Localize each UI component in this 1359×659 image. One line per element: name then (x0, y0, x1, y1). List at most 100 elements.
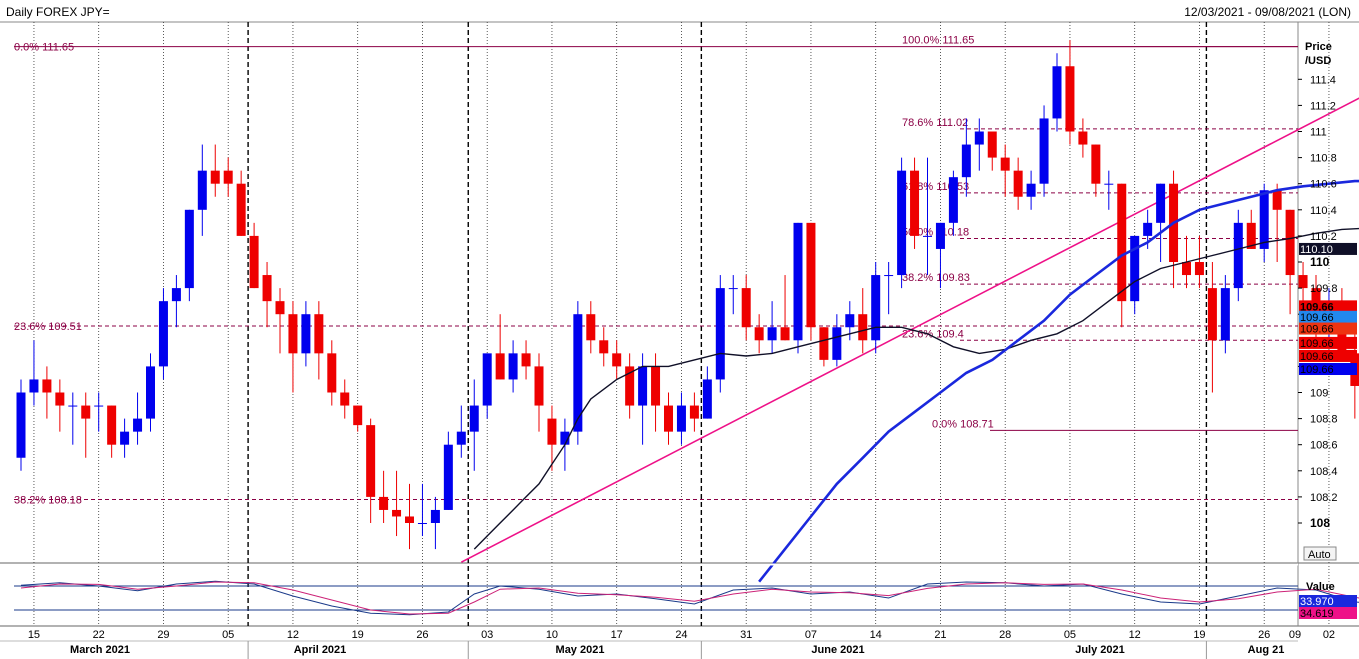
price-tick-label: 110.2 (1310, 231, 1337, 243)
candle-body (586, 314, 596, 341)
candle-body (171, 288, 181, 302)
fib-right-label: 0.0% 108.71 (932, 418, 994, 430)
candle-body (560, 431, 570, 445)
sma-short-line (473, 227, 1359, 550)
date-range: 12/03/2021 - 09/08/2021 (LON) (1184, 5, 1351, 19)
price-tick-label: 108.8 (1310, 414, 1338, 426)
candle-body (456, 431, 466, 445)
price-tick-label: 108 (1310, 516, 1330, 530)
x-tick-label: 31 (740, 629, 752, 641)
candle-body (469, 405, 479, 432)
price-tag-label: 109.66 (1300, 364, 1334, 376)
x-tick-label: 05 (1064, 629, 1076, 641)
candle-body (1065, 66, 1075, 132)
x-month-label: Aug 21 (1248, 644, 1285, 656)
candle-body (107, 405, 117, 445)
candle-body (1130, 235, 1140, 302)
candle-body (392, 509, 402, 517)
chart-title: Daily FOREX JPY= (6, 5, 110, 19)
osc-axis-title: Value (1306, 581, 1335, 593)
candle-body (249, 235, 259, 289)
candle-body (897, 170, 907, 276)
candle-body (1026, 183, 1036, 197)
candle-body (1182, 262, 1191, 276)
x-tick-label: 10 (546, 629, 558, 641)
auto-button-label: Auto (1308, 549, 1331, 561)
panel-gap (0, 563, 1298, 566)
price-tick-label: 110.4 (1310, 205, 1337, 217)
x-tick-label: 19 (352, 629, 364, 641)
candle-body (353, 405, 363, 426)
price-tag (1299, 322, 1357, 335)
candle-body (1233, 222, 1243, 289)
candle-body (987, 131, 997, 158)
price-tick-label: 110.8 (1310, 153, 1337, 165)
candle-body (935, 222, 945, 249)
candle-body (961, 144, 971, 178)
x-tick-label: 12 (287, 629, 299, 641)
price-axis-title: Price (1305, 41, 1332, 53)
candle-body (430, 509, 440, 523)
candle-body (625, 366, 635, 406)
candle-body (1143, 222, 1153, 236)
candle-body (676, 405, 686, 432)
candle-body (664, 405, 673, 432)
sma-long-line (758, 179, 1359, 583)
candle-body (534, 366, 544, 406)
price-tick-label: 108.6 (1310, 440, 1338, 452)
candle-body (715, 288, 725, 380)
x-tick-label: 28 (999, 629, 1011, 641)
candle-body (1246, 222, 1256, 249)
candle-body (1039, 118, 1049, 184)
candle-body (638, 366, 648, 406)
candle-body (1117, 183, 1127, 302)
candle-body (379, 496, 389, 510)
candle-body (482, 353, 492, 406)
candle-body (340, 392, 350, 406)
x-tick-label: 26 (416, 629, 428, 641)
osc-series-line (20, 581, 1359, 615)
price-axis-title: /USD (1305, 55, 1331, 67)
candle-body (301, 314, 311, 354)
x-tick-label: 26 (1258, 629, 1270, 641)
x-tick-label: 09 (1289, 629, 1301, 641)
candle-body (42, 379, 52, 393)
osc-tag-label: 33.970 (1300, 596, 1334, 608)
x-tick-label: 21 (934, 629, 946, 641)
candle-body (1000, 157, 1010, 171)
candle-body (910, 170, 920, 236)
x-tick-label: 24 (675, 629, 687, 641)
candle-body (184, 209, 194, 289)
candle-body (754, 327, 764, 341)
candle-body (832, 327, 842, 360)
candle-body (210, 170, 220, 184)
candle-body (146, 366, 155, 419)
candle-body (1207, 288, 1217, 341)
candle-body (858, 314, 868, 341)
candle-body (741, 288, 751, 328)
price-tag-label: 109.66 (1300, 312, 1334, 324)
candle-body (1104, 183, 1114, 185)
candle-body (974, 131, 984, 145)
x-tick-label: 19 (1193, 629, 1205, 641)
price-tag (1299, 349, 1357, 362)
candle-body (728, 288, 738, 290)
auto-button[interactable] (1303, 546, 1337, 561)
x-month-label: May 2021 (556, 644, 605, 656)
candle-body (612, 353, 622, 367)
candle-body (327, 353, 337, 393)
candle-body (158, 301, 168, 367)
price-tick-label: 110 (1310, 255, 1330, 269)
price-tick-label: 111.2 (1310, 100, 1336, 112)
candle-body (417, 523, 427, 524)
fib-left-label: 38.2% 108.18 (14, 495, 82, 507)
candle-body (314, 314, 324, 354)
candle-body (29, 379, 39, 393)
price-tick-label: 111.4 (1310, 74, 1336, 86)
candle-body (366, 425, 376, 497)
candle-body (819, 327, 829, 360)
candle-body (689, 405, 699, 419)
candle-body (1156, 183, 1166, 223)
